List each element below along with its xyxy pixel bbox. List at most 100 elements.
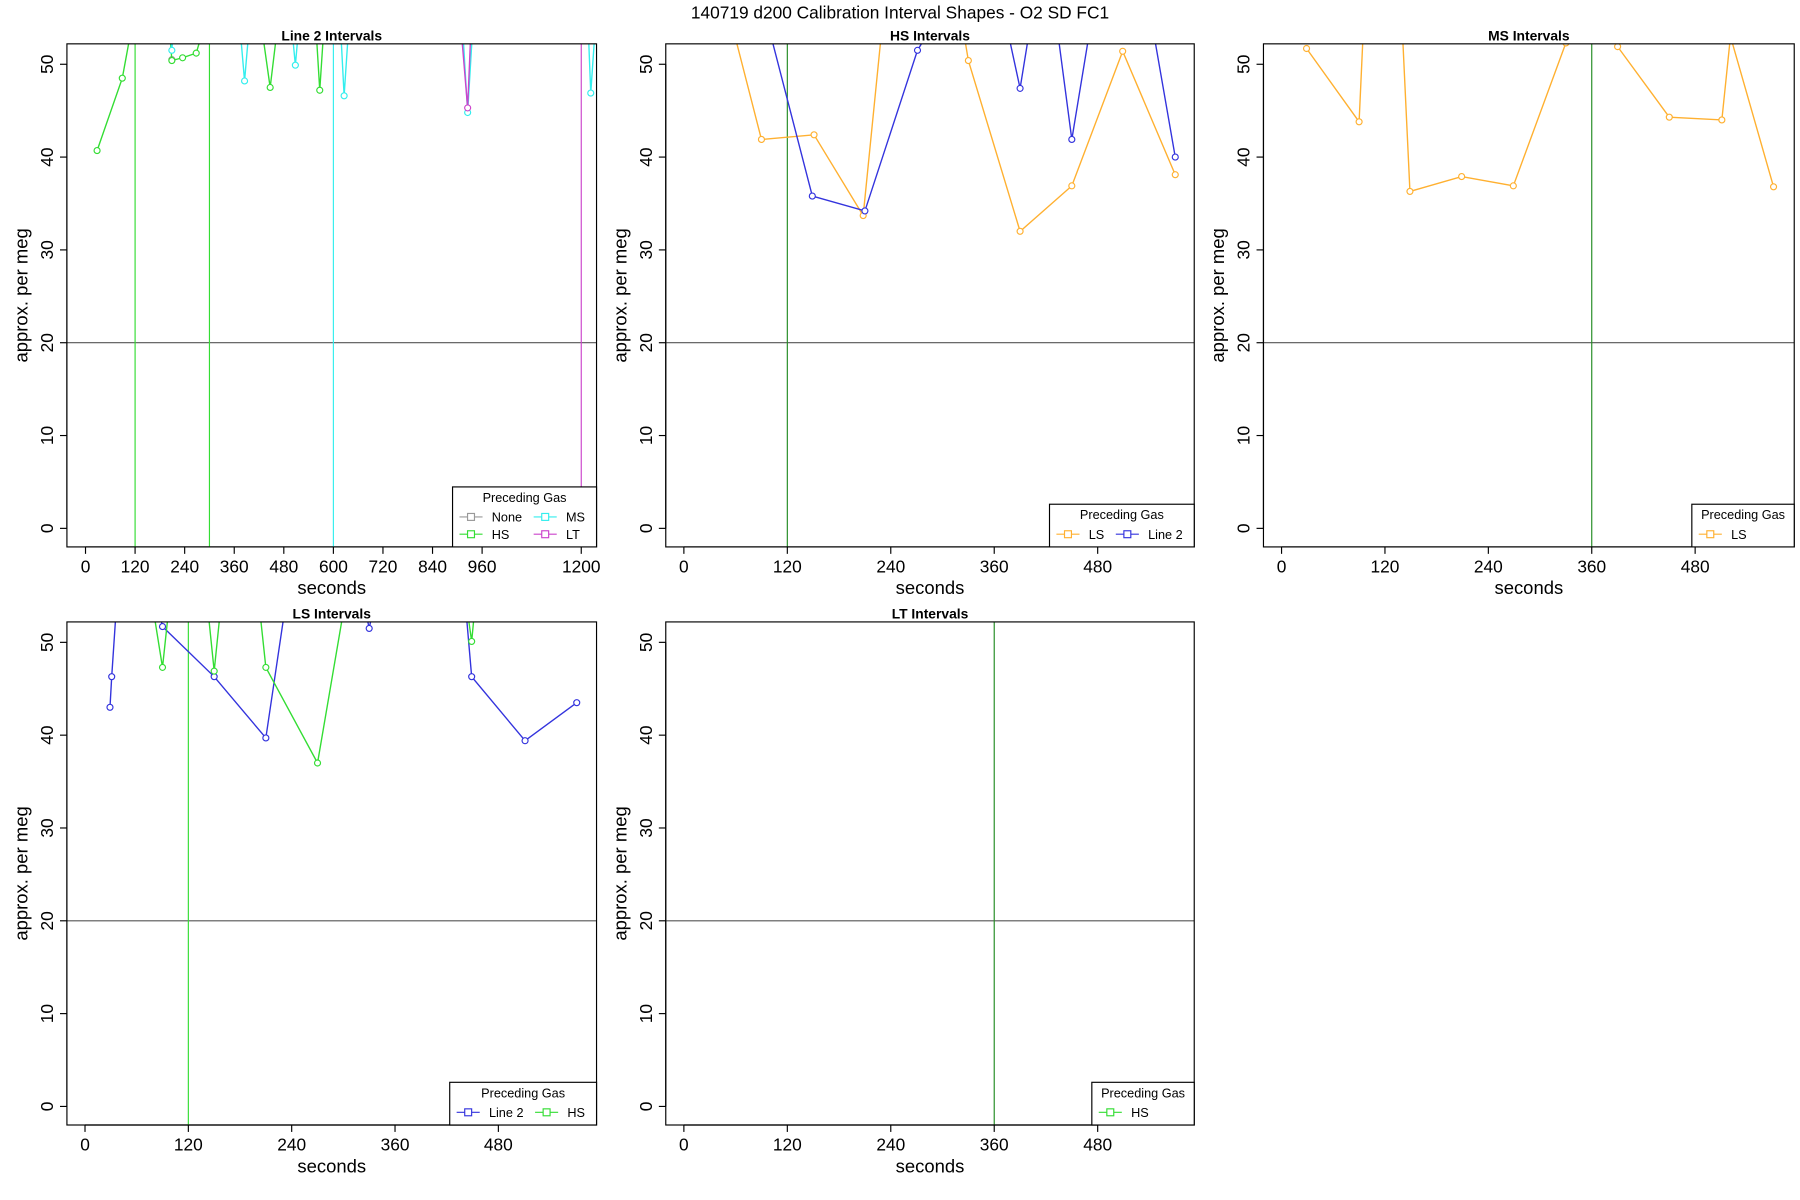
x-axis-title: seconds — [896, 577, 965, 598]
y-tick-label: 10 — [37, 1004, 57, 1023]
y-tick-label: 50 — [1234, 55, 1254, 74]
data-point — [1119, 47, 1127, 55]
data-point — [266, 83, 274, 92]
plot-area — [66, 43, 597, 547]
data-point — [861, 207, 869, 215]
y-tick-label: 40 — [37, 726, 57, 745]
x-tick-label: 840 — [418, 556, 447, 576]
y-tick-label: 30 — [37, 240, 57, 259]
data-point — [365, 624, 373, 632]
x-tick-label: 240 — [876, 556, 905, 576]
x-tick-label: 360 — [220, 556, 249, 576]
data-point — [913, 46, 922, 54]
x-tick-label: 480 — [1083, 556, 1112, 576]
figure-title: 140719 d200 Calibration Interval Shapes … — [691, 2, 1109, 22]
x-tick-label: 600 — [319, 556, 348, 576]
y-tick-label: 40 — [1234, 147, 1254, 166]
data-point — [1355, 118, 1363, 126]
legend-marker — [1063, 530, 1073, 539]
data-point — [1665, 113, 1673, 121]
y-tick-label: 50 — [636, 55, 656, 74]
plot-frame — [66, 621, 598, 1126]
data-point — [1718, 116, 1726, 124]
y-tick-label: 30 — [37, 818, 57, 837]
data-point — [1406, 187, 1414, 196]
legend-label: LS — [1089, 528, 1105, 542]
legend: Preceding Gas HS — [1091, 1081, 1195, 1126]
x-tick-label: 120 — [174, 1134, 203, 1154]
data-point — [964, 56, 972, 65]
data-point — [521, 737, 529, 745]
y-tick-label: 0 — [636, 1102, 656, 1112]
data-point — [240, 77, 249, 85]
y-tick-label: 20 — [37, 333, 57, 352]
data-point — [118, 74, 126, 82]
y-tick-label: 20 — [636, 911, 656, 930]
y-tick-label: 20 — [37, 911, 57, 930]
x-axis-title: seconds — [896, 1155, 965, 1176]
data-point — [1068, 135, 1076, 144]
x-tick-label: 120 — [773, 1134, 802, 1154]
data-point — [93, 147, 101, 155]
x-tick-label: 120 — [121, 556, 150, 576]
x-tick-label: 1200 — [562, 556, 600, 576]
panel: HS Intervals 0 120 240 360 480 0 10 20 30 40 50 seco… — [610, 27, 1195, 598]
legend-marker — [466, 530, 476, 539]
x-tick-label: 240 — [277, 1134, 306, 1154]
x-tick-label: 360 — [980, 556, 1009, 576]
panel-title: HS Intervals — [890, 27, 970, 43]
data-point — [192, 49, 200, 57]
x-tick-label: 0 — [80, 1134, 90, 1154]
x-tick-label: 240 — [1474, 556, 1503, 576]
panel-title: MS Intervals — [1488, 27, 1570, 43]
x-axis-title: seconds — [1494, 577, 1563, 598]
y-tick-label: 50 — [37, 633, 57, 652]
x-tick-label: 360 — [980, 1134, 1009, 1154]
x-tick-label: 360 — [1577, 556, 1606, 576]
legend-marker — [1106, 1108, 1115, 1117]
legend-title: Preceding Gas — [1101, 1086, 1185, 1100]
y-tick-label: 50 — [37, 55, 57, 74]
y-tick-label: 10 — [636, 426, 656, 445]
x-tick-label: 240 — [876, 1134, 905, 1154]
data-point — [316, 86, 324, 94]
x-tick-label: 0 — [81, 556, 91, 576]
y-tick-label: 0 — [1234, 524, 1254, 534]
data-point — [468, 673, 476, 681]
y-tick-label: 10 — [37, 426, 57, 445]
legend-marker — [542, 1108, 551, 1117]
data-point — [168, 46, 176, 54]
y-axis-title: approx. per meg — [11, 806, 32, 940]
data-point — [808, 192, 816, 200]
y-axis-title: approx. per meg — [610, 228, 631, 362]
data-point — [1068, 182, 1076, 190]
y-tick-label: 20 — [636, 333, 656, 352]
x-axis-title: seconds — [297, 1155, 366, 1176]
legend-box — [1091, 1081, 1195, 1126]
x-tick-label: 120 — [1371, 556, 1400, 576]
x-tick-label: 0 — [679, 556, 689, 576]
x-tick-label: 0 — [679, 1134, 689, 1154]
x-tick-label: 480 — [269, 556, 298, 576]
y-tick-label: 10 — [636, 1004, 656, 1023]
y-tick-label: 40 — [636, 726, 656, 745]
data-point — [1302, 44, 1311, 53]
legend-marker — [541, 512, 550, 521]
plot-frame — [1262, 43, 1795, 548]
series-line — [1305, 43, 1775, 193]
plot-frame — [665, 621, 1195, 1126]
plot-area — [665, 43, 1195, 547]
legend-title: Preceding Gas — [483, 491, 567, 505]
panel: LS Intervals 0 120 240 360 480 0 10 20 30 40 50 seco… — [11, 605, 598, 1176]
legend-label: Line 2 — [1148, 528, 1183, 542]
data-point — [1458, 172, 1466, 181]
legend-title: Preceding Gas — [1701, 508, 1785, 522]
legend-label: LS — [1731, 528, 1747, 542]
x-tick-label: 720 — [369, 556, 398, 576]
y-tick-label: 0 — [636, 524, 656, 534]
data-point — [168, 56, 176, 65]
panel-title: LT Intervals — [892, 605, 969, 621]
y-axis-title: approx. per meg — [11, 228, 32, 362]
